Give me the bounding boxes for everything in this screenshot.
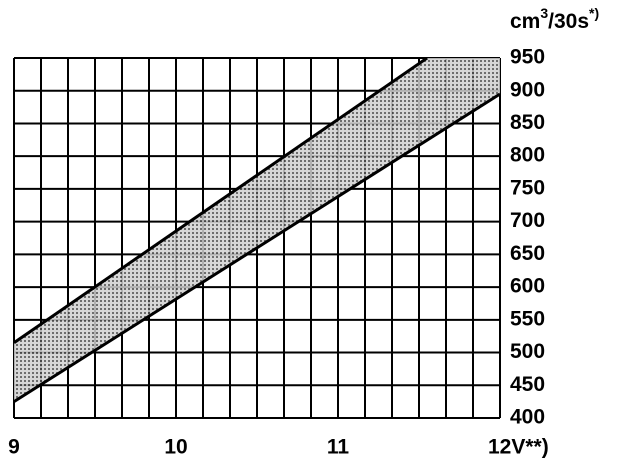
- lower-line: [14, 92, 500, 403]
- x-tick-label: 12V**): [488, 436, 549, 459]
- y-tick-label: 950: [510, 46, 545, 69]
- y-tick-label: 500: [510, 340, 545, 363]
- y-tick-label: 450: [510, 373, 545, 396]
- y-tick-label: 400: [510, 406, 545, 429]
- x-tick-label: 9: [8, 436, 20, 459]
- y-tick-label: 550: [510, 307, 545, 330]
- y-tick-label: 850: [510, 111, 545, 134]
- y-axis-label: cm3/30s*): [510, 5, 599, 33]
- y-tick-label: 650: [510, 242, 545, 265]
- upper-line: [14, 58, 428, 344]
- y-tick-label: 600: [510, 275, 545, 298]
- y-tick-label: 800: [510, 144, 545, 167]
- y-tick-label: 900: [510, 78, 545, 101]
- band-area: [14, 58, 500, 402]
- x-tick-label: 10: [164, 436, 187, 459]
- x-tick-label: 11: [327, 436, 350, 459]
- band-group: [14, 58, 500, 403]
- y-tick-label: 700: [510, 209, 545, 232]
- y-tick-label: 750: [510, 176, 545, 199]
